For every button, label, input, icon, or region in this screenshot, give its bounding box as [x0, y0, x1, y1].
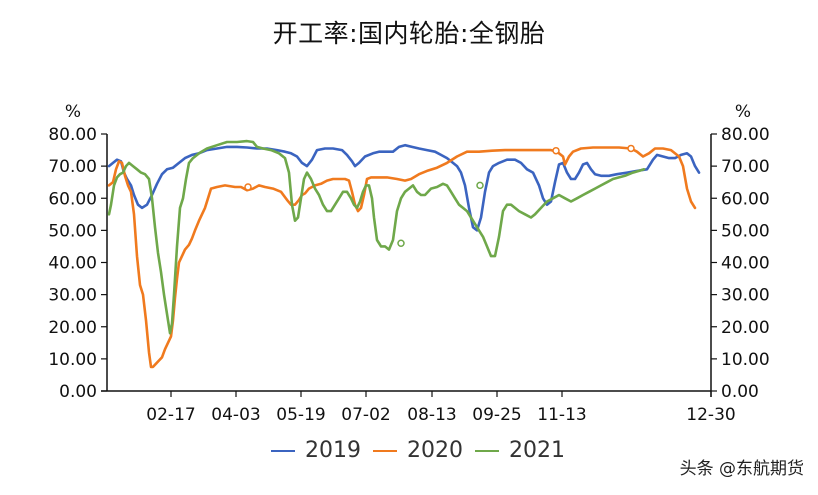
x-tick-label: 12-30 — [686, 405, 735, 425]
series-layer — [107, 139, 701, 369]
y-tick-label-right: 60.00 — [721, 189, 770, 209]
x-tick-label: 04-03 — [211, 405, 260, 425]
data-point-marker — [627, 144, 635, 153]
watermark: 头条 @东航期货 — [679, 459, 804, 479]
data-point-marker — [476, 181, 484, 190]
legend-swatch-2020 — [373, 449, 397, 452]
y-tick-label-left: 0.00 — [59, 382, 97, 402]
data-point-marker — [397, 239, 405, 247]
series-line-2020 — [107, 146, 697, 369]
y-tick-label-left: 70.00 — [48, 157, 97, 177]
legend-item-2021[interactable]: 2021 — [475, 438, 565, 463]
y-tick-label-left: 10.00 — [48, 350, 97, 370]
marker-layer — [244, 144, 635, 247]
x-tick-label: 02-17 — [146, 405, 195, 425]
y-tick-label-right: 70.00 — [721, 157, 770, 177]
y-tick-label-left: 80.00 — [48, 125, 97, 145]
legend: 2019 2020 2021 — [271, 438, 577, 463]
data-point-marker — [244, 183, 252, 191]
y-tick-label-right: 50.00 — [721, 221, 770, 241]
y-tick-label-left: 50.00 — [48, 221, 97, 241]
series-line-2019 — [107, 143, 701, 232]
y-tick-label-right: 0.00 — [721, 382, 759, 402]
chart-title: 开工率:国内轮胎:全钢胎 — [272, 19, 546, 48]
x-tick-label: 07-02 — [341, 405, 390, 425]
y-tick-label-right: 80.00 — [721, 125, 770, 145]
y-tick-label-right: 10.00 — [721, 350, 770, 370]
axes: 0.00 0.00 10.00 10.00 20.00 20.00 30.00 30.00 40… — [48, 102, 769, 425]
legend-swatch-2021 — [475, 449, 499, 452]
series-line-2021 — [107, 139, 646, 335]
legend-label: 2021 — [509, 438, 565, 463]
y-unit-left: % — [65, 102, 81, 122]
x-tick-label: 08-13 — [407, 405, 456, 425]
y-tick-label-left: 30.00 — [48, 286, 97, 306]
x-tick-label: 11-13 — [537, 405, 586, 425]
x-tick-label: 09-25 — [472, 405, 521, 425]
legend-label: 2019 — [305, 438, 361, 463]
legend-item-2020[interactable]: 2020 — [373, 438, 463, 463]
y-unit-right: % — [735, 102, 751, 122]
legend-swatch-2019 — [271, 449, 295, 452]
y-tick-label-right: 20.00 — [721, 318, 770, 338]
legend-label: 2020 — [407, 438, 463, 463]
legend-item-2019[interactable]: 2019 — [271, 438, 361, 463]
y-tick-label-left: 20.00 — [48, 318, 97, 338]
data-point-marker — [552, 146, 560, 155]
y-tick-label-left: 40.00 — [48, 254, 97, 274]
y-tick-label-left: 60.00 — [48, 189, 97, 209]
y-tick-label-right: 40.00 — [721, 254, 770, 274]
y-tick-label-right: 30.00 — [721, 286, 770, 306]
x-tick-label: 05-19 — [276, 405, 325, 425]
